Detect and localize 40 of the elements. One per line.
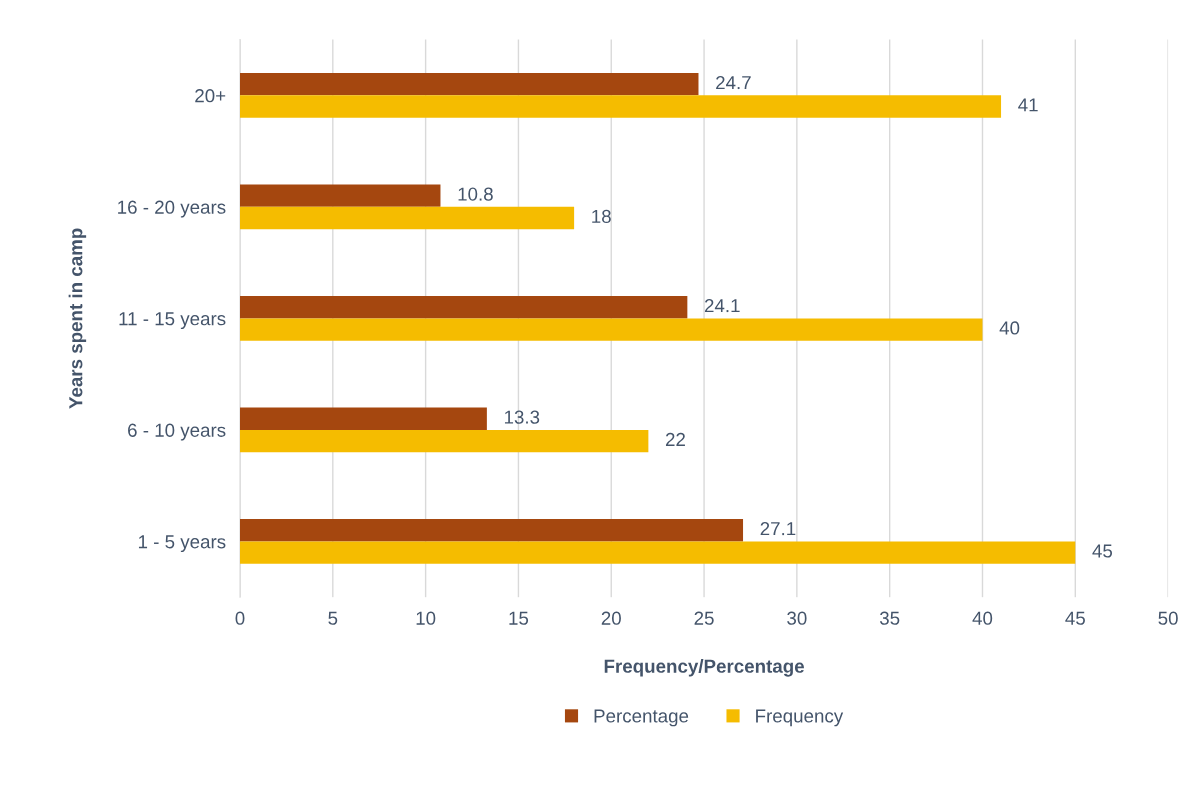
x-tick-label: 30	[787, 611, 807, 625]
data-label: 41	[1018, 98, 1038, 112]
bar	[240, 429, 649, 453]
x-tick-label: 5	[328, 611, 338, 625]
data-label: 40	[999, 321, 1020, 335]
bar	[240, 541, 1076, 564]
data-label: 24.7	[716, 75, 751, 90]
data-label: 13.3	[504, 410, 540, 424]
y-tick-label: 11 - 15 years	[119, 312, 226, 330]
x-tick-label: 45	[1065, 611, 1085, 625]
data-label: 27.1	[760, 522, 796, 536]
data-label: 10.8	[458, 187, 493, 201]
data-label: 22	[665, 432, 685, 446]
data-label: 18	[592, 209, 611, 224]
x-tick-label: 10	[416, 611, 436, 625]
y-axis-title: Years spent in camp	[68, 228, 87, 409]
x-axis-title: Frequency/Percentage	[604, 659, 804, 677]
data-label: 45	[1092, 544, 1113, 558]
x-tick-label: 25	[694, 611, 714, 625]
x-tick-label: 0	[235, 611, 245, 625]
x-tick-label: 40	[972, 611, 993, 625]
bar	[240, 95, 1002, 118]
y-tick-label: 6 - 10 years	[128, 423, 226, 441]
bar	[240, 73, 699, 96]
y-tick-label: 1 - 5 years	[138, 535, 226, 553]
bar	[240, 206, 575, 230]
bar	[240, 407, 487, 430]
data-label: 24.1	[704, 298, 740, 313]
x-tick-label: 35	[879, 611, 900, 625]
x-tick-label: 15	[509, 611, 529, 625]
legend-label: Percentage	[594, 709, 689, 727]
x-tick-label: 50	[1158, 611, 1178, 625]
legend-label: Frequency	[756, 709, 844, 727]
bar	[240, 296, 688, 319]
bar	[240, 318, 983, 341]
x-tick-label: 20	[601, 611, 621, 625]
y-tick-label: 20+	[195, 89, 226, 103]
y-tick-label: 16 - 20 years	[118, 200, 226, 218]
bar	[240, 519, 744, 542]
bar	[240, 184, 441, 207]
